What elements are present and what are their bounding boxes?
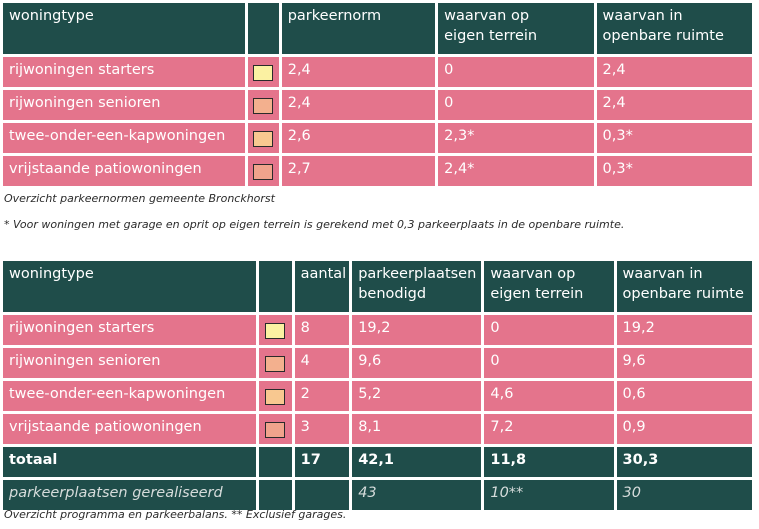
cell-woningtype: twee-onder-een-kapwoningen — [3, 381, 257, 411]
table1-footnote: * Voor woningen met garage en oprit op e… — [4, 218, 625, 231]
total-row: totaal 17 42,1 11,8 30,3 — [3, 447, 752, 477]
color-swatch — [253, 65, 274, 81]
cell-eigen-terrein: 7,2 — [484, 414, 614, 444]
cell-aantal: 2 — [294, 381, 350, 411]
cell-aantal: 3 — [294, 414, 350, 444]
header-openbare-ruimte: waarvan in openbare ruimte — [616, 261, 752, 312]
cell-realised-openbare-ruimte: 30 — [616, 480, 752, 510]
cell-openbare-ruimte: 19,2 — [616, 315, 752, 345]
cell-parkeernorm: 2,7 — [281, 156, 436, 186]
header-woningtype: woningtype — [3, 261, 257, 312]
cell-realised-label: parkeerplaatsen gerealiseerd — [3, 480, 257, 510]
realised-row: parkeerplaatsen gerealiseerd 43 10** 30 — [3, 480, 752, 510]
cell-total-eigen-terrein: 11,8 — [484, 447, 614, 477]
color-swatch — [253, 98, 274, 114]
cell-parkeernorm: 2,4 — [281, 90, 436, 120]
table-row: twee-onder-een-kapwoningen 2 5,2 4,6 0,6 — [3, 381, 752, 411]
cell-openbare-ruimte: 0,6 — [616, 381, 752, 411]
table-row: vrijstaande patiowoningen 3 8,1 7,2 0,9 — [3, 414, 752, 444]
cell-eigen-terrein: 0 — [484, 315, 614, 345]
cell-total-label: totaal — [3, 447, 257, 477]
cell-benodigd: 8,1 — [352, 414, 482, 444]
header-eigen-terrein: waarvan op eigen terrein — [438, 3, 594, 54]
cell-swatch — [259, 348, 292, 378]
cell-swatch — [247, 90, 279, 120]
cell-total-aantal: 17 — [294, 447, 350, 477]
cell-openbare-ruimte: 0,3* — [596, 156, 752, 186]
cell-woningtype: twee-onder-een-kapwoningen — [3, 123, 245, 153]
cell-swatch — [247, 123, 279, 153]
color-swatch — [253, 131, 274, 147]
cell-realised-eigen-terrein: 10** — [484, 480, 614, 510]
cell-woningtype: vrijstaande patiowoningen — [3, 414, 257, 444]
cell-parkeernorm: 2,4 — [281, 57, 436, 87]
cell-total-benodigd: 42,1 — [352, 447, 482, 477]
cell-swatch — [259, 414, 292, 444]
cell-parkeernorm: 2,6 — [281, 123, 436, 153]
cell-openbare-ruimte: 0,3* — [596, 123, 752, 153]
cell-benodigd: 9,6 — [352, 348, 482, 378]
table2-caption: Overzicht programma en parkeerbalans. **… — [4, 508, 347, 521]
cell-woningtype: rijwoningen starters — [3, 57, 245, 87]
header-eigen-terrein: waarvan op eigen terrein — [484, 261, 614, 312]
cell-woningtype: rijwoningen senioren — [3, 90, 245, 120]
table-header-row: woningtype aantal parkeerplaatsen benodig… — [3, 261, 752, 312]
cell-eigen-terrein: 4,6 — [484, 381, 614, 411]
color-swatch — [253, 164, 274, 180]
cell-swatch — [259, 447, 292, 477]
color-swatch — [265, 389, 286, 405]
table1-caption: Overzicht parkeernormen gemeente Bronckh… — [4, 192, 275, 205]
cell-benodigd: 5,2 — [352, 381, 482, 411]
cell-swatch — [259, 315, 292, 345]
table-row: rijwoningen starters 2,4 0 2,4 — [3, 57, 752, 87]
cell-aantal: 8 — [294, 315, 350, 345]
cell-realised-aantal — [294, 480, 350, 510]
cell-swatch — [247, 57, 279, 87]
cell-swatch — [247, 156, 279, 186]
cell-aantal: 4 — [294, 348, 350, 378]
color-swatch — [265, 422, 286, 438]
table-row: rijwoningen starters 8 19,2 0 19,2 — [3, 315, 752, 345]
header-woningtype: woningtype — [3, 3, 245, 54]
cell-swatch — [259, 480, 292, 510]
cell-realised-benodigd: 43 — [352, 480, 482, 510]
table-header-row: woningtype parkeernorm waarvan op eigen t… — [3, 3, 752, 54]
cell-eigen-terrein: 2,3* — [438, 123, 594, 153]
header-swatch — [247, 3, 279, 54]
table-row: rijwoningen senioren 4 9,6 0 9,6 — [3, 348, 752, 378]
cell-openbare-ruimte: 2,4 — [596, 90, 752, 120]
cell-total-openbare-ruimte: 30,3 — [616, 447, 752, 477]
cell-benodigd: 19,2 — [352, 315, 482, 345]
cell-openbare-ruimte: 9,6 — [616, 348, 752, 378]
cell-openbare-ruimte: 0,9 — [616, 414, 752, 444]
table-row: rijwoningen senioren 2,4 0 2,4 — [3, 90, 752, 120]
header-openbare-ruimte: waarvan in openbare ruimte — [596, 3, 752, 54]
cell-woningtype: rijwoningen starters — [3, 315, 257, 345]
header-aantal: aantal — [294, 261, 350, 312]
table-row: vrijstaande patiowoningen 2,7 2,4* 0,3* — [3, 156, 752, 186]
parking-norms-table: woningtype parkeernorm waarvan op eigen t… — [0, 0, 755, 189]
cell-eigen-terrein: 0 — [438, 57, 594, 87]
cell-swatch — [259, 381, 292, 411]
cell-woningtype: rijwoningen senioren — [3, 348, 257, 378]
cell-eigen-terrein: 0 — [438, 90, 594, 120]
color-swatch — [265, 356, 286, 372]
table-row: twee-onder-een-kapwoningen 2,6 2,3* 0,3* — [3, 123, 752, 153]
cell-eigen-terrein: 2,4* — [438, 156, 594, 186]
header-parkeernorm: parkeernorm — [281, 3, 436, 54]
parking-balance-table: woningtype aantal parkeerplaatsen benodig… — [0, 258, 755, 513]
cell-openbare-ruimte: 2,4 — [596, 57, 752, 87]
header-swatch — [259, 261, 292, 312]
cell-eigen-terrein: 0 — [484, 348, 614, 378]
cell-woningtype: vrijstaande patiowoningen — [3, 156, 245, 186]
header-benodigd: parkeerplaatsen benodigd — [352, 261, 482, 312]
color-swatch — [265, 323, 286, 339]
